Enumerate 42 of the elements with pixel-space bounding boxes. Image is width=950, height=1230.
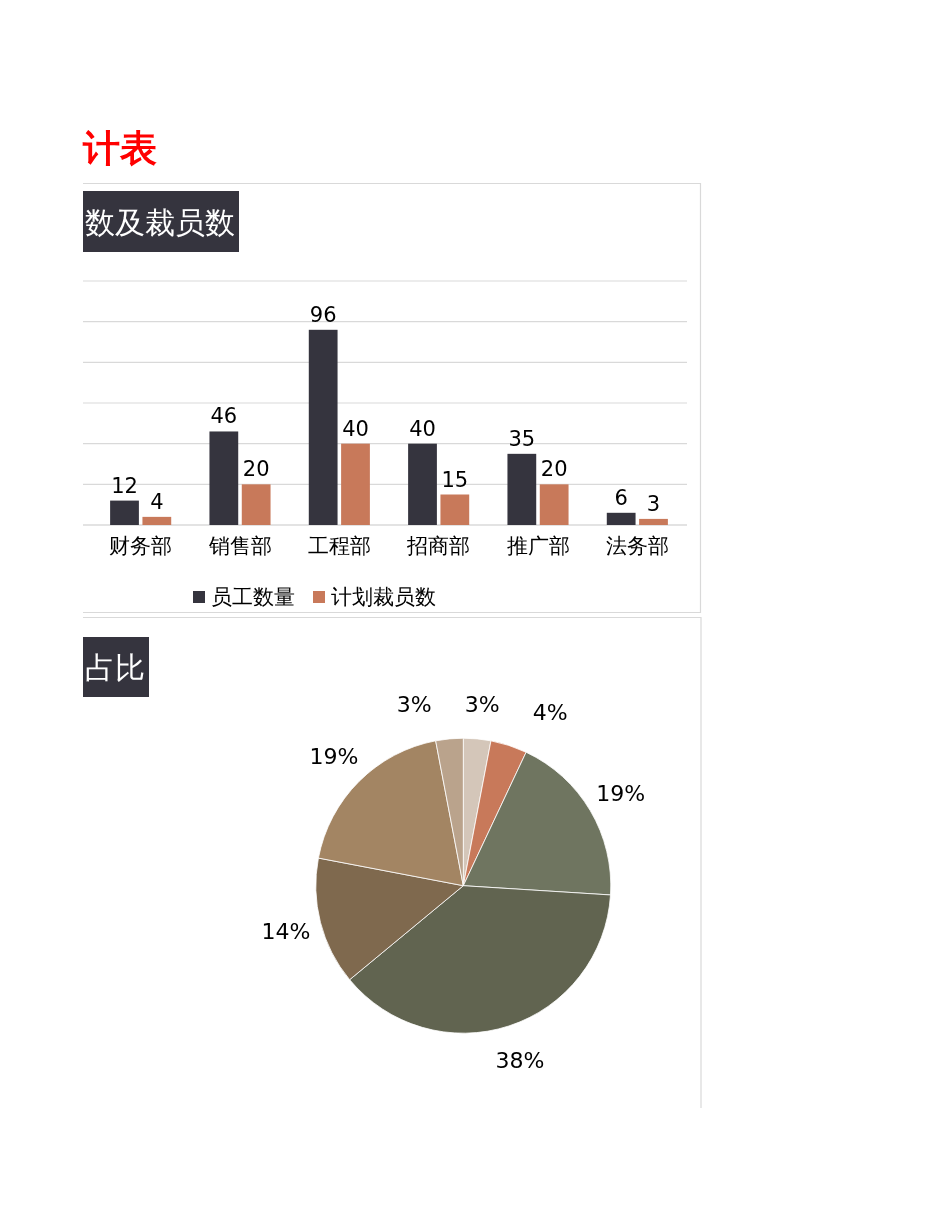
data-label: 40 xyxy=(342,416,369,441)
x-tick-label: 工程部 xyxy=(307,534,371,558)
x-tick-label: 财务部 xyxy=(109,534,173,558)
chart-title: 占比 xyxy=(85,649,145,685)
data-label: 38% xyxy=(495,1047,545,1073)
chart-title: 计表 xyxy=(82,127,157,170)
bar xyxy=(507,453,537,525)
x-tick-label: 招商部 xyxy=(406,534,471,558)
data-label: 3 xyxy=(646,491,661,516)
data-label: 6 xyxy=(614,485,628,510)
data-label: 4% xyxy=(532,699,568,725)
bar xyxy=(539,484,569,525)
bar xyxy=(209,431,239,525)
data-label: 4 xyxy=(150,489,164,514)
data-label: 20 xyxy=(540,457,568,482)
bar xyxy=(241,484,271,525)
bar xyxy=(308,329,338,525)
chart-subtitle: 数及裁员数 xyxy=(85,204,235,239)
data-label: 15 xyxy=(441,467,469,492)
legend-label: 员工数量 xyxy=(211,585,295,609)
bar xyxy=(341,443,370,525)
data-label: 3% xyxy=(464,691,500,717)
data-label: 19% xyxy=(596,780,646,806)
data-label: 40 xyxy=(409,416,436,441)
bar xyxy=(440,494,470,525)
data-label: 35 xyxy=(508,426,536,451)
data-label: 14% xyxy=(261,918,311,944)
data-label: 3% xyxy=(396,691,432,717)
x-tick-label: 法务部 xyxy=(605,534,669,558)
x-tick-label: 推广部 xyxy=(506,534,570,558)
x-tick-label: 销售部 xyxy=(207,534,272,558)
bar xyxy=(606,512,636,525)
data-label: 20 xyxy=(242,457,270,482)
bar xyxy=(110,500,139,525)
bar xyxy=(408,443,437,525)
legend-label: 计划裁员数 xyxy=(331,585,436,609)
data-label: 46 xyxy=(210,404,238,429)
data-label: 19% xyxy=(309,743,359,769)
data-label: 96 xyxy=(309,302,337,327)
data-label: 12 xyxy=(111,473,138,498)
bar xyxy=(639,518,668,525)
bar xyxy=(142,516,172,525)
